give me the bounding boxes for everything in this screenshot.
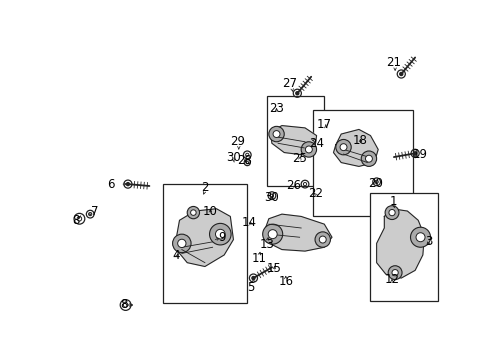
Bar [313, 110, 413, 216]
Text: 30: 30 [226, 150, 241, 164]
Polygon shape [176, 209, 233, 266]
Circle shape [187, 206, 199, 219]
Circle shape [301, 142, 317, 157]
Bar [163, 184, 247, 303]
Text: 3: 3 [425, 235, 433, 248]
Text: 27: 27 [282, 77, 297, 90]
Text: 28: 28 [238, 154, 252, 167]
Text: 29: 29 [230, 135, 245, 148]
Circle shape [389, 210, 395, 216]
Circle shape [392, 270, 398, 276]
Polygon shape [334, 130, 378, 166]
Text: 12: 12 [385, 273, 399, 286]
Text: 26: 26 [286, 179, 301, 192]
Circle shape [210, 223, 231, 245]
Circle shape [269, 126, 284, 142]
Circle shape [400, 72, 403, 76]
Text: 23: 23 [269, 102, 284, 115]
Text: 10: 10 [203, 204, 218, 217]
Circle shape [366, 155, 372, 162]
Circle shape [172, 234, 191, 253]
Text: 20: 20 [368, 177, 383, 190]
Circle shape [268, 230, 277, 239]
Circle shape [296, 92, 299, 95]
Bar [370, 193, 438, 301]
Circle shape [126, 183, 129, 186]
Text: 15: 15 [267, 261, 282, 275]
Circle shape [319, 236, 326, 243]
Circle shape [273, 131, 280, 138]
Circle shape [191, 210, 196, 215]
Text: 14: 14 [242, 216, 257, 229]
Text: 5: 5 [247, 281, 255, 294]
Circle shape [305, 146, 312, 153]
Text: 19: 19 [412, 148, 427, 161]
Circle shape [252, 276, 255, 280]
Circle shape [340, 144, 347, 150]
Bar [267, 95, 324, 186]
Text: 4: 4 [172, 249, 180, 262]
Circle shape [178, 239, 186, 248]
Circle shape [361, 151, 377, 166]
Text: 13: 13 [260, 238, 275, 251]
Text: 8: 8 [121, 298, 128, 311]
Text: 7: 7 [91, 204, 98, 217]
Circle shape [263, 224, 283, 244]
Circle shape [315, 232, 330, 247]
Text: 16: 16 [278, 275, 294, 288]
Polygon shape [377, 209, 424, 278]
Text: 21: 21 [386, 56, 401, 69]
Polygon shape [265, 214, 332, 251]
Text: 9: 9 [218, 231, 225, 244]
Text: 11: 11 [252, 252, 267, 265]
Text: 6: 6 [107, 177, 115, 190]
Text: 18: 18 [353, 135, 368, 148]
Circle shape [385, 206, 399, 220]
Circle shape [416, 233, 425, 242]
Circle shape [336, 139, 351, 155]
Text: 17: 17 [317, 118, 332, 131]
Text: 25: 25 [292, 152, 307, 165]
Circle shape [388, 266, 402, 280]
Text: 30: 30 [264, 191, 278, 204]
Text: 24: 24 [309, 137, 324, 150]
Text: 1: 1 [390, 194, 397, 208]
Polygon shape [270, 126, 317, 155]
Circle shape [216, 229, 225, 239]
Text: 8: 8 [73, 214, 80, 227]
Text: 22: 22 [308, 187, 323, 200]
Circle shape [414, 152, 416, 155]
Circle shape [411, 227, 431, 247]
Text: 2: 2 [201, 181, 209, 194]
